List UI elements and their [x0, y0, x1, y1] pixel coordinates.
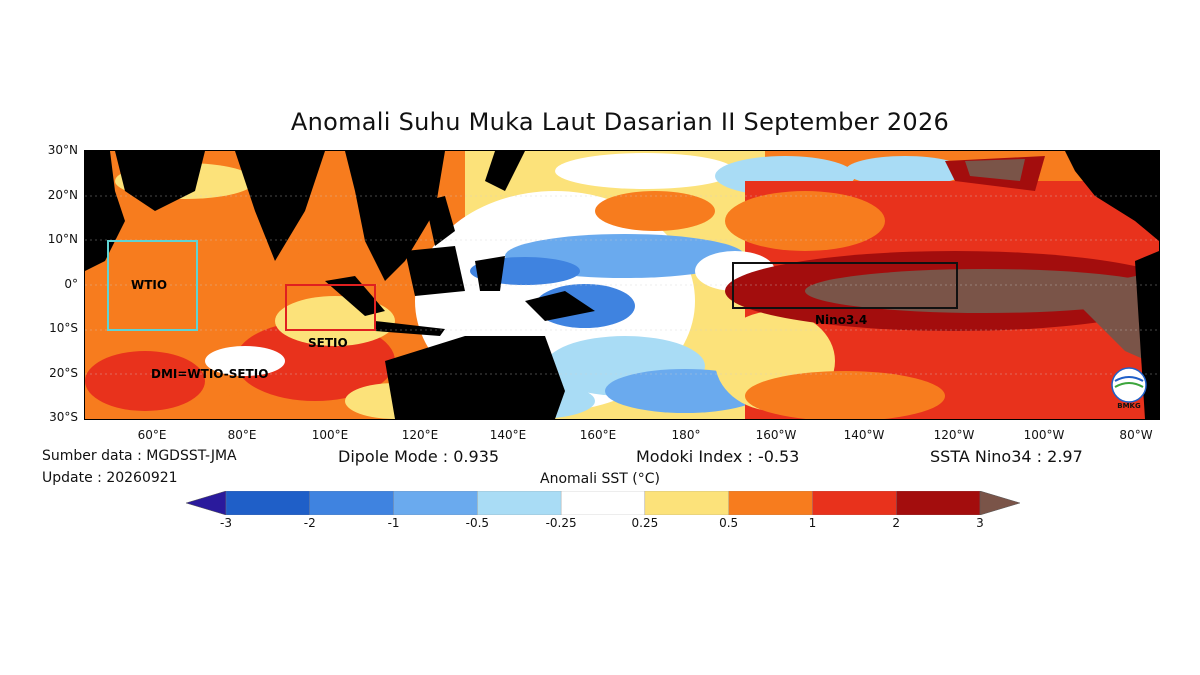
lat-label-30s: 30°S	[49, 410, 78, 424]
lon-label-180: 180°	[671, 428, 701, 442]
setio-box	[285, 284, 376, 331]
lat-label-10n: 10°N	[47, 232, 78, 246]
colorbar-extend-low	[186, 491, 227, 515]
lon-label-120w: 120°W	[933, 428, 975, 442]
update-text: Update : 20260921	[42, 470, 178, 486]
lon-label-160e: 160°E	[579, 428, 617, 442]
setio-label: SETIO	[308, 336, 348, 350]
dipole-mode-text: Dipole Mode : 0.935	[338, 447, 500, 466]
lat-label-20s: 20°S	[49, 366, 78, 380]
colorbar-extend-high	[979, 491, 1020, 515]
colorbar-segment	[560, 491, 646, 515]
colorbar-tick-label: 3	[976, 516, 984, 530]
colorbar-segment	[896, 491, 981, 515]
sst-anomaly-map: WTIO SETIO Nino3.4 DMI=WTIO-SETIO BMKG	[84, 150, 1160, 420]
lat-label-10s: 10°S	[49, 321, 78, 335]
nino34-box	[732, 262, 958, 309]
dmi-label: DMI=WTIO-SETIO	[151, 367, 268, 381]
colorbar-segment	[225, 491, 310, 515]
colorbar-segment	[728, 491, 813, 515]
lon-label-140e: 140°E	[489, 428, 527, 442]
colorbar-segment	[309, 491, 394, 515]
lat-label-20n: 20°N	[47, 188, 78, 202]
modoki-index-text: Modoki Index : -0.53	[636, 447, 800, 466]
bmkg-logo-text: BMKG	[1117, 402, 1141, 410]
lon-label-100w: 100°W	[1023, 428, 1065, 442]
colorbar-tick-label: 2	[892, 516, 901, 530]
colorbar-tick-label: -1	[387, 516, 400, 530]
lon-label-60e: 60°E	[137, 428, 167, 442]
colorbar-tick-label: -0.25	[545, 516, 577, 530]
lat-label-30n: 30°N	[47, 143, 78, 157]
colorbar-segment	[393, 491, 478, 515]
colorbar-segment	[812, 491, 897, 515]
colorbar	[186, 491, 1020, 515]
colorbar-tick-label: -2	[303, 516, 316, 530]
nino34-label: Nino3.4	[815, 313, 867, 327]
source-text: Sumber data : MGDSST-JMA	[42, 448, 237, 464]
wtio-box	[107, 240, 198, 331]
colorbar-segment	[644, 491, 729, 515]
colorbar-title: Anomali SST (°C)	[540, 471, 660, 487]
lon-label-80w: 80°W	[1119, 428, 1153, 442]
map-title: Anomali Suhu Muka Laut Dasarian II Septe…	[290, 108, 950, 136]
nino34-ssta-text: SSTA Nino34 : 2.97	[930, 447, 1083, 466]
colorbar-tick-label: -0.5	[465, 516, 490, 530]
colorbar-segment	[477, 491, 562, 515]
lon-label-140w: 140°W	[843, 428, 885, 442]
wtio-label: WTIO	[131, 278, 167, 292]
lon-label-100e: 100°E	[311, 428, 349, 442]
lon-label-80e: 80°E	[227, 428, 257, 442]
colorbar-tick-label: -3	[220, 516, 232, 530]
colorbar-tick-label: 0.25	[631, 516, 659, 530]
bmkg-logo: BMKG	[1111, 367, 1147, 410]
lon-label-160w: 160°W	[755, 428, 797, 442]
lat-label-eq: 0°	[64, 277, 78, 291]
colorbar-tick-label: 1	[808, 516, 817, 530]
colorbar-tick-label: 0.5	[719, 516, 739, 530]
lon-label-120e: 120°E	[401, 428, 439, 442]
